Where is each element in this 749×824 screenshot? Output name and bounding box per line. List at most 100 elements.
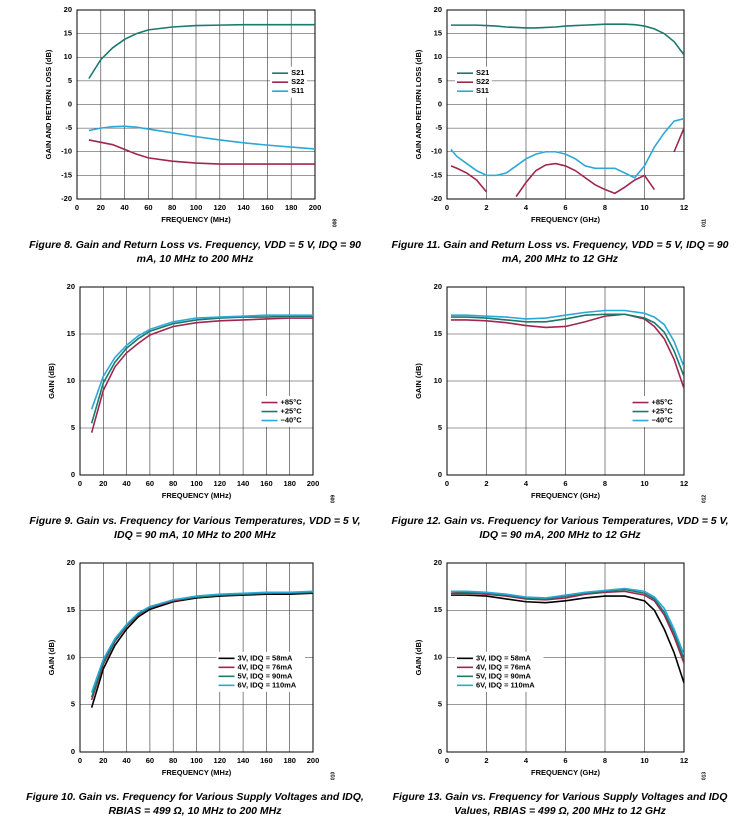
series-line bbox=[450, 587, 684, 655]
x-tick-label: 40 bbox=[122, 756, 130, 765]
x-axis-label: FREQUENCY (MHz) bbox=[162, 491, 232, 500]
series-line bbox=[450, 117, 684, 179]
plot-frame bbox=[446, 286, 685, 476]
x-tick-label: 140 bbox=[237, 756, 250, 765]
y-tick-label: 0 bbox=[71, 470, 75, 479]
legend-label: S22 bbox=[291, 77, 304, 86]
x-tick-label: 10 bbox=[640, 479, 648, 488]
x-tick-label: 6 bbox=[563, 756, 567, 765]
x-tick-label: 4 bbox=[524, 203, 529, 212]
x-tick-label: 12 bbox=[680, 756, 688, 765]
figure-code: 009 bbox=[330, 495, 336, 504]
x-tick-label: 4 bbox=[524, 756, 529, 765]
legend-label: 6V, IDQ = 110mA bbox=[238, 680, 297, 689]
legend-label: 5V, IDQ = 90mA bbox=[238, 671, 294, 680]
y-tick-label: 5 bbox=[68, 76, 72, 85]
x-tick-label: 120 bbox=[214, 203, 227, 212]
y-tick-label: 20 bbox=[434, 558, 442, 567]
x-tick-label: 80 bbox=[169, 756, 177, 765]
legend-label: −40°C bbox=[652, 416, 674, 425]
y-tick-label: 5 bbox=[71, 423, 75, 432]
series-line bbox=[450, 23, 684, 56]
x-tick-label: 180 bbox=[283, 756, 296, 765]
x-tick-label: 8 bbox=[603, 756, 607, 765]
series-line bbox=[450, 309, 684, 368]
y-axis-label: GAIN (dB) bbox=[414, 363, 423, 399]
series-line bbox=[450, 594, 684, 684]
x-tick-label: 200 bbox=[307, 756, 320, 765]
x-tick-label: 40 bbox=[122, 479, 130, 488]
x-axis-label: FREQUENCY (MHz) bbox=[161, 215, 231, 224]
plot-frame bbox=[446, 9, 685, 200]
series-line bbox=[88, 139, 315, 165]
y-tick-label: -15 bbox=[61, 170, 72, 179]
series-line bbox=[90, 592, 313, 708]
x-tick-label: 80 bbox=[168, 203, 176, 212]
legend-label: +25°C bbox=[652, 407, 674, 416]
legend-label: +25°C bbox=[281, 407, 303, 416]
x-tick-label: 4 bbox=[524, 479, 529, 488]
x-tick-label: 60 bbox=[146, 479, 154, 488]
y-axis-label: GAIN AND RETURN LOSS (dB) bbox=[414, 49, 423, 159]
x-tick-label: 140 bbox=[237, 203, 250, 212]
y-tick-label: 20 bbox=[434, 282, 442, 291]
y-tick-label: -10 bbox=[431, 147, 442, 156]
figure-caption: Figure 11. Gain and Return Loss vs. Freq… bbox=[391, 239, 729, 265]
x-tick-label: 200 bbox=[309, 203, 322, 212]
legend-label: +85°C bbox=[652, 398, 674, 407]
y-axis-label: GAIN AND RETURN LOSS (dB) bbox=[44, 49, 53, 159]
series-line bbox=[450, 588, 684, 660]
series-line bbox=[450, 313, 684, 377]
figure-code: 010 bbox=[330, 772, 336, 781]
x-axis-label: FREQUENCY (GHz) bbox=[531, 215, 601, 224]
series-line bbox=[90, 590, 313, 693]
x-tick-label: 12 bbox=[680, 203, 688, 212]
x-tick-label: 120 bbox=[214, 479, 227, 488]
y-tick-label: 15 bbox=[434, 605, 442, 614]
y-tick-label: 0 bbox=[438, 747, 442, 756]
x-tick-label: 12 bbox=[680, 479, 688, 488]
y-tick-label: 20 bbox=[67, 558, 75, 567]
legend-label: −40°C bbox=[281, 416, 303, 425]
series-line bbox=[90, 314, 313, 410]
plot-frame bbox=[79, 562, 314, 753]
x-tick-label: 60 bbox=[146, 756, 154, 765]
y-tick-label: 15 bbox=[64, 29, 72, 38]
x-axis-label: FREQUENCY (GHz) bbox=[531, 768, 601, 777]
x-axis-label: FREQUENCY (GHz) bbox=[531, 491, 601, 500]
legend-label: S21 bbox=[476, 68, 489, 77]
x-tick-label: 20 bbox=[99, 479, 107, 488]
y-tick-label: 10 bbox=[67, 652, 75, 661]
figure-code: 008 bbox=[332, 219, 338, 228]
y-tick-label: -15 bbox=[431, 170, 442, 179]
y-tick-label: 5 bbox=[438, 700, 442, 709]
figure-caption: Figure 10. Gain vs. Frequency for Variou… bbox=[26, 791, 364, 817]
series-line bbox=[450, 313, 684, 389]
figure-caption: Figure 8. Gain and Return Loss vs. Frequ… bbox=[29, 239, 361, 265]
y-tick-label: 20 bbox=[64, 5, 72, 14]
legend-label: +85°C bbox=[281, 398, 303, 407]
figure-caption: Figure 9. Gain vs. Frequency for Various… bbox=[29, 515, 361, 541]
x-tick-label: 20 bbox=[99, 756, 107, 765]
y-axis-label: GAIN (dB) bbox=[414, 639, 423, 675]
x-tick-label: 0 bbox=[75, 203, 79, 212]
x-tick-label: 10 bbox=[640, 203, 648, 212]
y-axis-label: GAIN (dB) bbox=[47, 639, 56, 675]
y-tick-label: 15 bbox=[67, 605, 75, 614]
x-tick-label: 180 bbox=[283, 479, 296, 488]
x-tick-label: 0 bbox=[78, 756, 82, 765]
x-tick-label: 160 bbox=[260, 756, 273, 765]
legend-label: 5V, IDQ = 90mA bbox=[476, 671, 532, 680]
x-axis-label: FREQUENCY (MHz) bbox=[162, 768, 232, 777]
series-line bbox=[88, 125, 315, 150]
x-tick-label: 6 bbox=[563, 203, 567, 212]
y-tick-label: -20 bbox=[61, 194, 72, 203]
y-tick-label: -5 bbox=[435, 123, 442, 132]
figure-caption: Figure 13. Gain vs. Frequency for Variou… bbox=[392, 791, 728, 817]
legend-label: 3V, IDQ = 58mA bbox=[238, 653, 294, 662]
series-line bbox=[450, 590, 684, 664]
y-tick-label: 10 bbox=[67, 376, 75, 385]
y-tick-label: 5 bbox=[71, 700, 75, 709]
